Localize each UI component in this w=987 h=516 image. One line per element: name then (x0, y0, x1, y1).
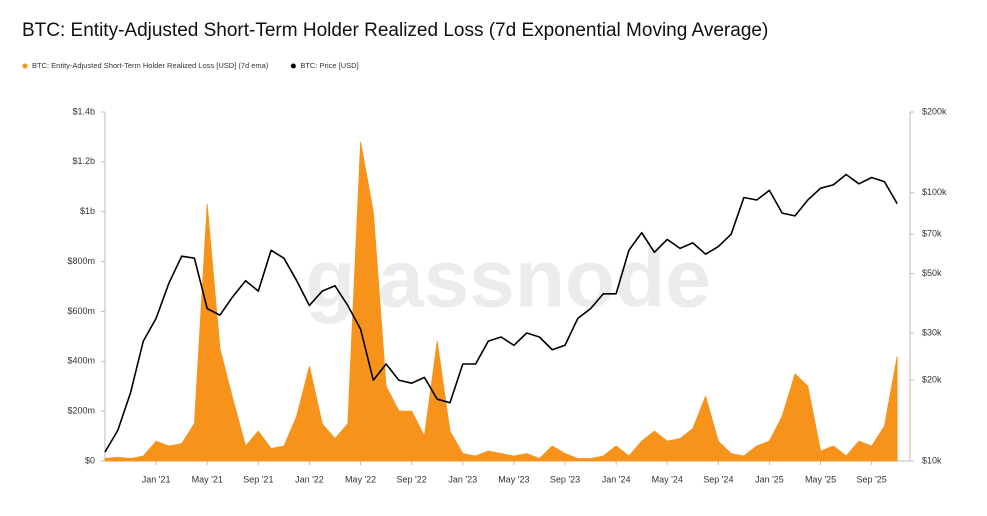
chart-title: BTC: Entity-Adjusted Short-Term Holder R… (22, 20, 768, 41)
y2-tick-label: $30k (922, 327, 942, 337)
y-tick-label: $800m (67, 256, 95, 266)
x-tick-label: Sep '23 (550, 474, 580, 484)
y-tick-label: $200m (67, 406, 95, 416)
x-tick-label: Jan '24 (602, 474, 631, 484)
x-tick-label: Jan '22 (295, 474, 324, 484)
x-tick-label: Jan '25 (755, 474, 784, 484)
area (104, 141, 898, 462)
y-tick-label: $1.2b (72, 156, 95, 166)
y2-tick-label: $200k (922, 106, 947, 116)
line (104, 173, 898, 453)
x-tick-label: Sep '21 (243, 474, 273, 484)
legend-marker (290, 63, 296, 69)
y-tick-label: $600m (67, 306, 95, 316)
x-tick-label: Sep '22 (397, 474, 427, 484)
y2-tick-label: $20k (922, 375, 942, 385)
x-tick-label: May '21 (192, 474, 223, 484)
y2-tick-label: $100k (922, 187, 947, 197)
legend-marker (22, 63, 28, 69)
y-tick-label: $1.4b (72, 106, 95, 116)
y2-tick-label: $10k (922, 455, 942, 465)
y-tick-label: $0 (85, 455, 95, 465)
legend-label: BTC: Entity-Adjusted Short-Term Holder R… (32, 61, 269, 70)
x-tick-label: Sep '24 (703, 474, 733, 484)
x-tick-label: May '25 (805, 474, 836, 484)
x-tick-label: May '22 (345, 474, 376, 484)
x-tick-label: May '23 (498, 474, 529, 484)
y-tick-label: $400m (67, 356, 95, 366)
x-tick-label: Jan '23 (448, 474, 477, 484)
y2-tick-label: $50k (922, 268, 942, 278)
x-tick-label: Sep '25 (857, 474, 887, 484)
legend-label: BTC: Price [USD] (300, 61, 358, 70)
x-tick-label: Jan '21 (142, 474, 171, 484)
y-tick-label: $1b (80, 206, 95, 216)
x-tick-label: May '24 (652, 474, 683, 484)
y2-tick-label: $70k (922, 229, 942, 239)
